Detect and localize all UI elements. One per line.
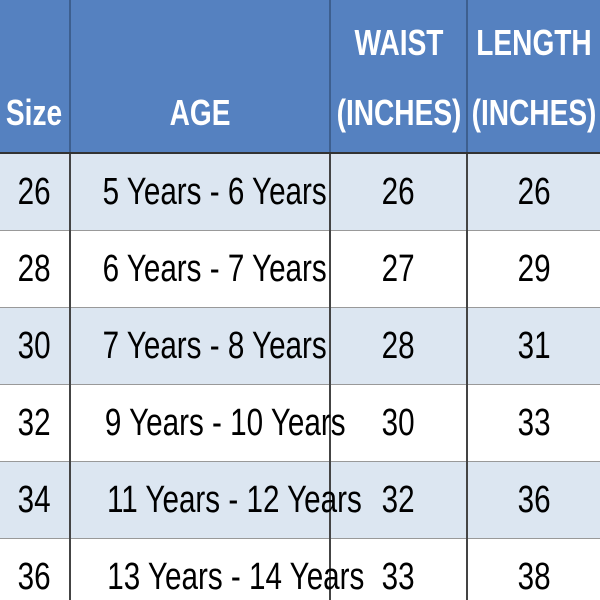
table-cell: 26 <box>466 153 600 231</box>
table-cell: 28 <box>0 230 70 308</box>
table-cell: 33 <box>466 384 600 462</box>
cell-text: 11 Years - 12 Years <box>106 478 362 521</box>
cell-text: 5 Years - 6 Years <box>102 170 327 213</box>
cell-text: 28 <box>18 247 51 290</box>
header-cell: Size <box>0 0 70 154</box>
table-cell: 9 Years - 10 Years <box>69 384 346 462</box>
table-body: 26 5 Years - 6 Years 26 26 28 6 Years - 7 Yea… <box>0 153 600 600</box>
cell-text: 30 <box>382 401 415 444</box>
cell-text: 33 <box>517 401 551 444</box>
table-cell: 6 Years - 7 Years <box>69 230 330 308</box>
header-text: WAIST (INCHES) <box>336 22 461 133</box>
table-cell: 26 <box>0 153 70 231</box>
table-row: 28 6 Years - 7 Years 27 29 <box>0 230 600 308</box>
table-cell: 11 Years - 12 Years <box>69 461 362 539</box>
table-row: 26 5 Years - 6 Years 26 26 <box>0 153 600 231</box>
table-cell: 26 <box>329 153 467 231</box>
cell-text: 26 <box>517 170 551 213</box>
cell-text: 27 <box>382 247 415 290</box>
cell-text: 36 <box>517 478 551 521</box>
table-cell: 36 <box>466 461 600 539</box>
table-cell: 31 <box>466 307 600 385</box>
cell-text: 29 <box>517 247 551 290</box>
table-cell: 30 <box>0 307 70 385</box>
table-row: 34 11 Years - 12 Years 32 36 <box>0 461 600 539</box>
table-cell: 36 <box>0 538 70 600</box>
cell-text: 28 <box>382 324 415 367</box>
table-cell: 29 <box>466 230 600 308</box>
table-row: 32 9 Years - 10 Years 30 33 <box>0 384 600 462</box>
header-cell: AGE <box>69 0 330 154</box>
cell-text: 32 <box>18 401 51 444</box>
table-cell: 34 <box>0 461 70 539</box>
table-row: 30 7 Years - 8 Years 28 31 <box>0 307 600 385</box>
table-cell: 13 Years - 14 Years <box>69 538 364 600</box>
cell-text: 6 Years - 7 Years <box>102 247 327 290</box>
table-cell: 28 <box>329 307 467 385</box>
header-row: Size AGE WAIST (INCHES) LENGTH (INCHES) <box>0 0 600 154</box>
cell-text: 26 <box>382 170 415 213</box>
cell-text: 13 Years - 14 Years <box>107 555 365 598</box>
header-text: AGE <box>169 92 231 133</box>
header-text: LENGTH (INCHES) <box>471 22 597 133</box>
cell-text: 32 <box>382 478 415 521</box>
cell-text: 30 <box>18 324 51 367</box>
cell-text: 26 <box>18 170 51 213</box>
cell-text: 33 <box>382 555 415 598</box>
table-cell: 7 Years - 8 Years <box>69 307 330 385</box>
table-cell: 5 Years - 6 Years <box>69 153 330 231</box>
table-cell: 32 <box>329 461 467 539</box>
table-cell: 38 <box>466 538 600 600</box>
cell-text: 7 Years - 8 Years <box>102 324 327 367</box>
table-cell: 33 <box>329 538 467 600</box>
cell-text: 9 Years - 10 Years <box>104 401 346 444</box>
table-cell: 27 <box>329 230 467 308</box>
header-cell: LENGTH (INCHES) <box>466 0 600 154</box>
header-cell: WAIST (INCHES) <box>329 0 467 154</box>
cell-text: 36 <box>18 555 51 598</box>
table-cell: 30 <box>329 384 467 462</box>
cell-text: 34 <box>18 478 51 521</box>
table-row: 36 13 Years - 14 Years 33 38 <box>0 538 600 600</box>
cell-text: 31 <box>517 324 551 367</box>
table-cell: 32 <box>0 384 70 462</box>
header-text: Size <box>6 92 63 133</box>
cell-text: 38 <box>517 555 551 598</box>
